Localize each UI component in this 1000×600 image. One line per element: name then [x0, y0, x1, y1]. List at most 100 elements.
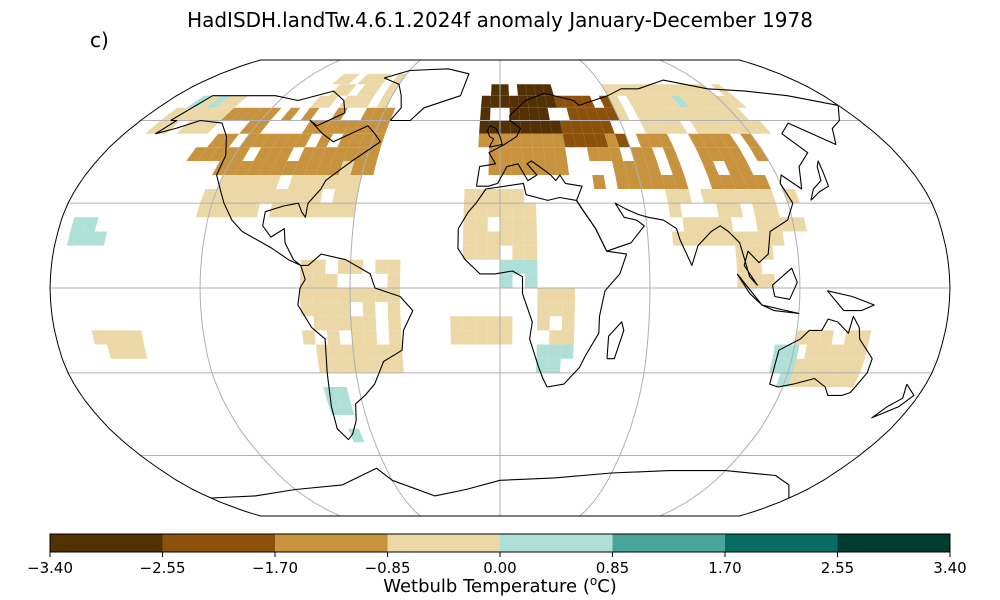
anomaly-cell [475, 203, 488, 218]
anomaly-cell [701, 161, 719, 175]
coastline [457, 182, 628, 388]
anomaly-cell [390, 73, 407, 85]
anomaly-cell [217, 133, 240, 148]
anomaly-cell [500, 231, 513, 246]
anomaly-cell [689, 107, 710, 121]
anomaly-cell [592, 175, 607, 189]
anomaly-cell [346, 175, 362, 189]
anomaly-cell [357, 95, 375, 108]
colorbar-tick-label: 0.85 [596, 559, 629, 577]
anomaly-cell [338, 161, 355, 175]
anomaly-cell [639, 120, 657, 134]
anomaly-cell [520, 133, 533, 148]
anomaly-cell [462, 330, 476, 345]
anomaly-cell [387, 302, 401, 317]
anomaly-cell [762, 273, 775, 288]
anomaly-cell [500, 120, 511, 134]
anomaly-cell [755, 217, 771, 232]
anomaly-cell [79, 231, 95, 246]
anomaly-cell [360, 107, 377, 121]
anomaly-cell [753, 175, 771, 189]
anomaly-cell [229, 175, 247, 189]
anomaly-cell [676, 189, 692, 204]
anomaly-cell [82, 217, 99, 232]
anomaly-cell [220, 203, 236, 218]
anomaly-cell [649, 120, 667, 134]
anomaly-cell [544, 161, 558, 175]
anomaly-cell [232, 203, 248, 218]
anomaly-cell [549, 330, 562, 345]
anomaly-cell [362, 302, 376, 317]
anomaly-cell [475, 330, 488, 345]
anomaly-cell [544, 95, 557, 108]
anomaly-cell [186, 95, 213, 108]
anomaly-cell [281, 161, 299, 175]
anomaly-cell [244, 203, 260, 218]
anomaly-cell [687, 133, 707, 148]
coastline [211, 467, 790, 499]
anomaly-cell [635, 133, 652, 148]
anomaly-cell [723, 189, 740, 204]
anomaly-cell [533, 84, 545, 96]
anomaly-cell [708, 133, 728, 148]
anomaly-cell [509, 95, 519, 108]
colorbar: −3.40 −2.55 −1.70 −0.85 0.00 0.85 1.70 2.55 3.40 [27, 533, 967, 577]
colorbar-tick-label: 3.40 [933, 559, 966, 577]
anomaly-cell [343, 120, 361, 134]
anomaly-cell [824, 358, 841, 373]
coastline [487, 125, 503, 148]
anomaly-cell [848, 358, 865, 373]
anomaly-cell [320, 147, 338, 161]
anomaly-cell [500, 259, 513, 274]
anomaly-cell [283, 133, 302, 148]
anomaly-cell [239, 133, 260, 148]
anomaly-cell [350, 259, 364, 274]
anomaly-cell [718, 107, 740, 121]
anomaly-cell [205, 95, 231, 108]
anomaly-cell [261, 133, 281, 148]
colorbar-swatch [162, 534, 275, 552]
anomaly-cell [684, 231, 698, 246]
anomaly-cell [671, 231, 686, 246]
anomaly-cell [365, 84, 383, 96]
anomaly-cell [340, 344, 355, 359]
anomaly-cell [749, 120, 772, 134]
anomaly-cell [524, 217, 537, 232]
anomaly-cell [661, 95, 681, 108]
anomaly-cell [718, 175, 736, 189]
anomaly-cell [510, 120, 521, 134]
anomaly-cell [252, 175, 270, 189]
anomaly-cell [715, 95, 738, 108]
anomaly-cell [331, 73, 353, 85]
anomaly-cell [524, 203, 537, 218]
anomaly-cell [642, 107, 660, 121]
anomaly-cell [450, 330, 464, 345]
anomaly-cell [576, 107, 590, 121]
anomaly-cell [450, 316, 463, 331]
anomaly-cell [724, 161, 742, 175]
anomaly-cell [224, 95, 249, 108]
anomaly-cell [709, 120, 730, 134]
anomaly-cell [338, 95, 357, 108]
anomaly-cell [806, 372, 824, 387]
anomaly-cell [344, 189, 359, 204]
anomaly-cell [116, 330, 132, 345]
anomaly-cell [630, 147, 646, 161]
anomaly-cell [668, 84, 689, 96]
anomaly-cell [364, 120, 381, 134]
anomaly-cell [804, 344, 820, 359]
anomaly-cell [519, 107, 530, 121]
anomaly-cell [840, 344, 856, 359]
anomaly-cell [487, 203, 500, 218]
anomaly-cell [298, 147, 316, 161]
anomaly-cell [315, 344, 330, 359]
anomaly-cell [373, 73, 392, 85]
anomaly-cell [525, 84, 536, 96]
anomaly-cell [264, 147, 283, 161]
anomaly-cell [249, 120, 271, 134]
anomaly-cell [649, 175, 665, 189]
anomaly-cell [208, 203, 224, 218]
anomaly-cell [363, 330, 378, 345]
anomaly-cell [487, 316, 500, 331]
anomaly-cell [300, 288, 313, 303]
